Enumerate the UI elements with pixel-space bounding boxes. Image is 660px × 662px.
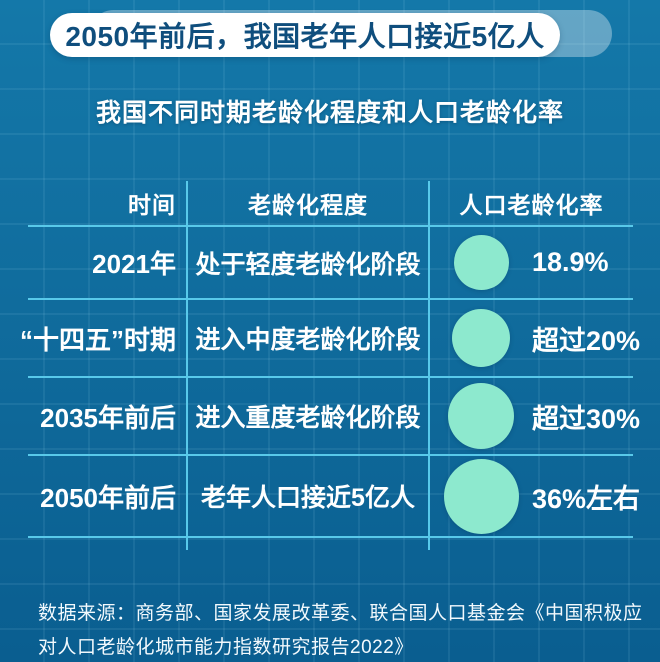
table-row-3-rate: 36%左右 <box>532 483 641 514</box>
title-banner: 2050年前后，我国老年人口接近5亿人 <box>50 13 560 57</box>
table-row-3-degree: 老年人口接近5亿人 <box>188 456 430 538</box>
table-row-2-rate: 超过30% <box>532 403 641 434</box>
table-row-0-rate-cell: 18.9% <box>430 227 633 300</box>
rate-bubble-box <box>430 235 532 290</box>
table-row-1-rate-cell: 超过20% <box>430 300 640 378</box>
table-row-0-time: 2021年 <box>28 227 188 300</box>
data-source-line-2: 对人口老龄化城市能力指数研究报告2022》 <box>38 637 414 658</box>
rate-bubble-box <box>430 458 532 534</box>
table-row-2-time: 2035年前后 <box>28 378 188 456</box>
table-row-1-rate: 超过20% <box>532 325 641 356</box>
page-title: 2050年前后，我国老年人口接近5亿人 <box>65 21 545 52</box>
divider-stub <box>430 538 633 550</box>
table-row-1-degree: 进入中度老龄化阶段 <box>188 300 430 378</box>
column-header-degree: 老龄化程度 <box>188 181 430 227</box>
page-subtitle: 我国不同时期老龄化程度和人口老龄化率 <box>95 99 564 127</box>
table-row-2-rate-cell: 超过30% <box>430 378 640 456</box>
divider-stub <box>28 538 188 550</box>
column-header-time: 时间 <box>28 181 188 227</box>
rate-bubble <box>443 458 519 534</box>
rate-bubble <box>448 383 514 449</box>
table-row-3-rate-cell: 36%左右 <box>430 456 640 538</box>
rate-bubble-box <box>430 309 532 367</box>
rate-bubble <box>453 235 509 290</box>
table-row-1-time: “十四五”时期 <box>20 300 188 378</box>
aging-table: 时间 老龄化程度 人口老龄化率 2021年 处于轻度老龄化阶段 18.9% “十… <box>20 181 640 550</box>
table-row-0-rate: 18.9% <box>532 247 609 277</box>
table-row-2-degree: 进入重度老龄化阶段 <box>188 378 430 456</box>
data-source: 数据来源：商务部、国家发展改革委、联合国人口基金会《中国积极应 对人口老龄化城市… <box>38 597 643 662</box>
table-row-3-time: 2050年前后 <box>28 456 188 538</box>
table-row-0-degree: 处于轻度老龄化阶段 <box>188 227 430 300</box>
rate-bubble <box>452 309 510 367</box>
rate-bubble-box <box>430 383 532 449</box>
data-source-line-1: 数据来源：商务部、国家发展改革委、联合国人口基金会《中国积极应 <box>38 603 643 624</box>
divider-stub <box>188 538 430 550</box>
column-header-rate: 人口老龄化率 <box>430 181 633 227</box>
